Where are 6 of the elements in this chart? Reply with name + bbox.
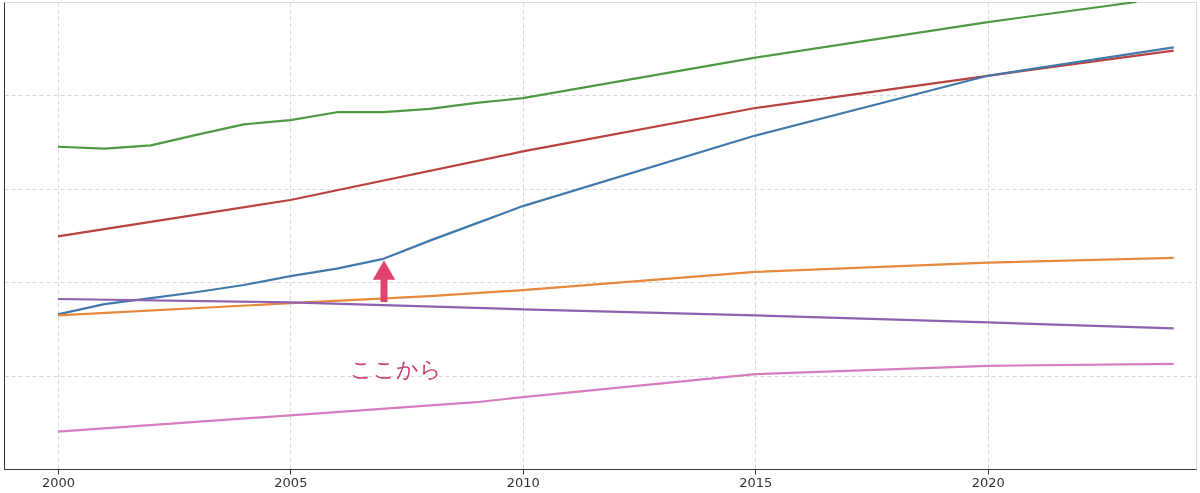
x-tick-label: 2000 — [41, 474, 75, 490]
x-tick-label: 2015 — [739, 474, 773, 490]
annotation: ここから — [350, 357, 442, 382]
x-tick-label: 2005 — [274, 474, 308, 490]
x-tick-label: 2020 — [971, 474, 1005, 490]
x-tick-label: 2010 — [506, 474, 540, 490]
